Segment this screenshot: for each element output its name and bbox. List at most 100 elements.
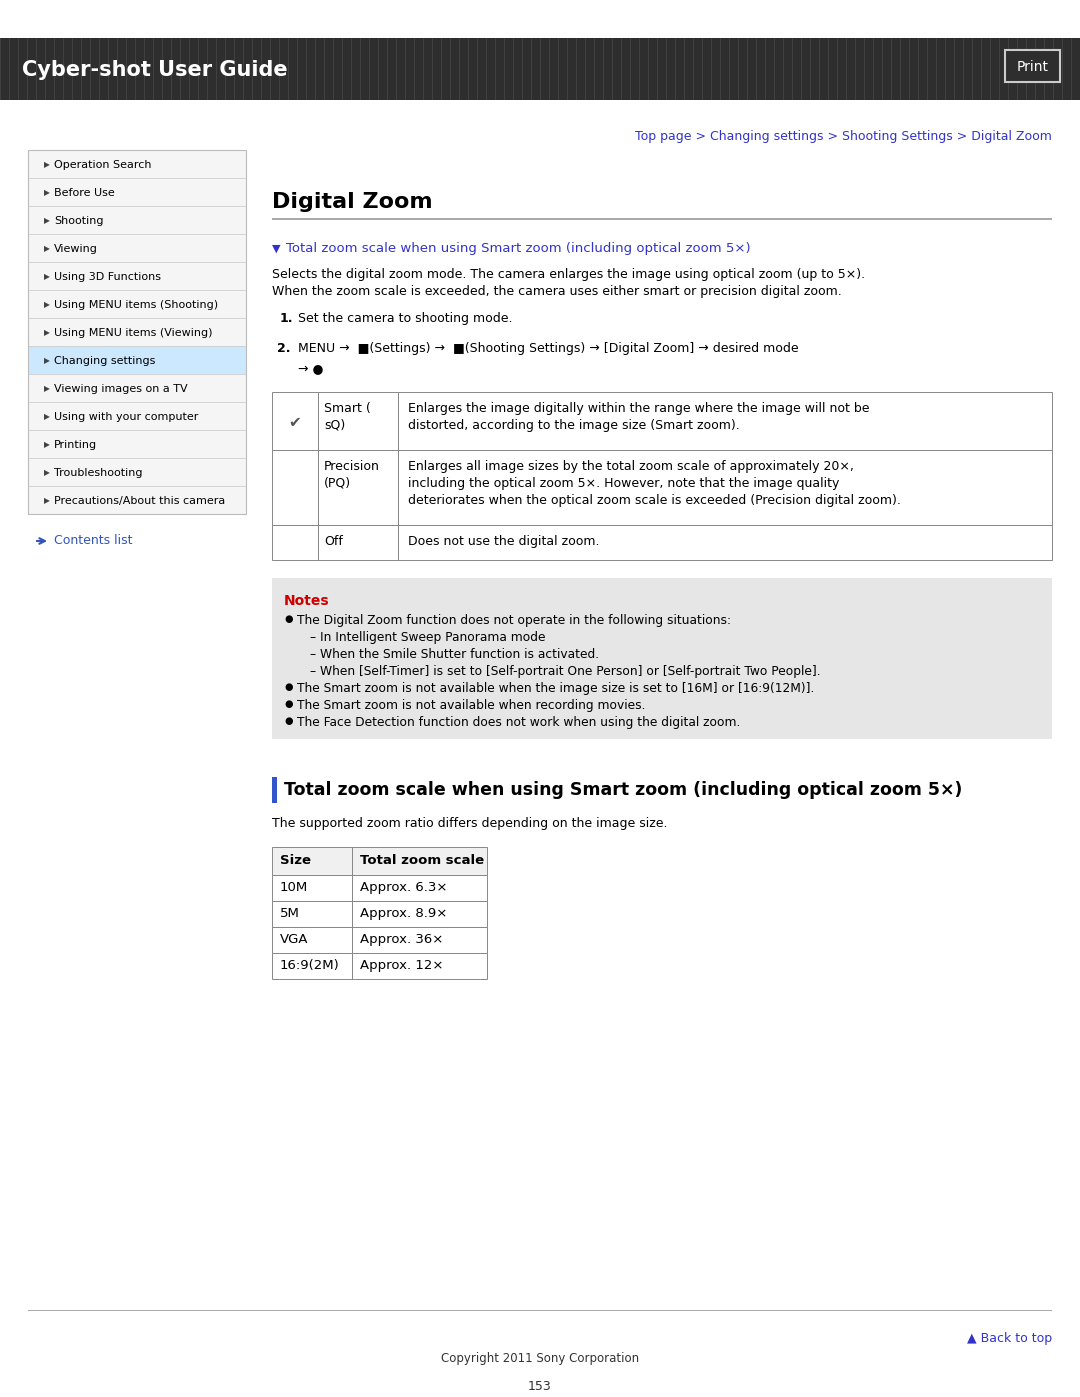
Text: ▶: ▶ — [44, 440, 50, 450]
Bar — [28, 177, 246, 205]
Text: ▼: ▼ — [272, 244, 281, 254]
Text: distorted, according to the image size (Smart zoom).: distorted, according to the image size (… — [408, 419, 740, 432]
Text: 153: 153 — [528, 1380, 552, 1393]
Text: 5M: 5M — [280, 907, 300, 921]
Text: Precautions/About this camera: Precautions/About this camera — [54, 496, 226, 506]
Text: Total zoom scale when using Smart zoom (including optical zoom 5×): Total zoom scale when using Smart zoom (… — [286, 242, 751, 256]
Text: Using MENU items (Shooting): Using MENU items (Shooting) — [54, 300, 218, 310]
Text: The Digital Zoom function does not operate in the following situations:: The Digital Zoom function does not opera… — [297, 615, 731, 627]
Text: Selects the digital zoom mode. The camera enlarges the image using optical zoom : Selects the digital zoom mode. The camer… — [272, 268, 865, 281]
Text: Enlarges all image sizes by the total zoom scale of approximately 20×,: Enlarges all image sizes by the total zo… — [408, 460, 854, 474]
Bar — [28, 430, 246, 458]
Text: ▶: ▶ — [44, 496, 50, 506]
Text: The Face Detection function does not work when using the digital zoom.: The Face Detection function does not wor… — [297, 717, 741, 729]
Text: The supported zoom ratio differs depending on the image size.: The supported zoom ratio differs dependi… — [272, 817, 667, 830]
Bar — [272, 218, 1052, 219]
Bar — [28, 319, 246, 346]
Text: Operation Search: Operation Search — [54, 161, 151, 170]
Bar — [28, 486, 246, 514]
Bar — [28, 263, 246, 291]
Text: 10M: 10M — [280, 882, 308, 894]
Text: Cyber-shot User Guide: Cyber-shot User Guide — [22, 60, 287, 80]
Text: Before Use: Before Use — [54, 189, 114, 198]
Text: Approx. 36×: Approx. 36× — [360, 933, 444, 946]
Text: Troubleshooting: Troubleshooting — [54, 468, 143, 478]
Text: ▶: ▶ — [44, 272, 50, 282]
Text: When the zoom scale is exceeded, the camera uses either smart or precision digit: When the zoom scale is exceeded, the cam… — [272, 285, 841, 298]
Text: ▶: ▶ — [44, 161, 50, 169]
Text: Precision: Precision — [324, 460, 380, 474]
Text: sQ): sQ) — [324, 418, 346, 432]
Text: MENU →  ■(Settings) →  ■(Shooting Settings) → [Digital Zoom] → desired mode: MENU → ■(Settings) → ■(Shooting Settings… — [298, 342, 798, 355]
Text: ✔: ✔ — [288, 415, 301, 429]
Text: ●: ● — [284, 698, 293, 710]
Bar — [28, 458, 246, 486]
Text: Total zoom scale when using Smart zoom (including optical zoom 5×): Total zoom scale when using Smart zoom (… — [284, 781, 962, 799]
Text: 16:9(2M): 16:9(2M) — [280, 958, 340, 972]
Bar — [272, 928, 487, 953]
Bar — [272, 393, 1052, 450]
Text: Using with your computer: Using with your computer — [54, 412, 199, 422]
Text: – When the Smile Shutter function is activated.: – When the Smile Shutter function is act… — [310, 648, 599, 661]
Bar — [0, 38, 1080, 101]
Bar — [272, 875, 487, 901]
Text: ▶: ▶ — [44, 244, 50, 253]
Text: – When [Self-Timer] is set to [Self-portrait One Person] or [Self-portrait Two P: – When [Self-Timer] is set to [Self-port… — [310, 665, 821, 678]
Bar — [28, 374, 246, 402]
Text: Off: Off — [324, 535, 342, 548]
Text: ▶: ▶ — [44, 189, 50, 197]
Text: ▶: ▶ — [44, 300, 50, 310]
Text: Copyright 2011 Sony Corporation: Copyright 2011 Sony Corporation — [441, 1352, 639, 1365]
Text: Printing: Printing — [54, 440, 97, 450]
Text: Top page > Changing settings > Shooting Settings > Digital Zoom: Top page > Changing settings > Shooting … — [635, 130, 1052, 142]
Text: The Smart zoom is not available when the image size is set to [16M] or [16:9(12M: The Smart zoom is not available when the… — [297, 682, 814, 694]
Text: Contents list: Contents list — [54, 535, 133, 548]
Bar — [28, 205, 246, 235]
Text: Using 3D Functions: Using 3D Functions — [54, 272, 161, 282]
Text: Using MENU items (Viewing): Using MENU items (Viewing) — [54, 328, 213, 338]
Text: Smart (: Smart ( — [324, 402, 370, 415]
Bar — [28, 291, 246, 319]
Text: Viewing: Viewing — [54, 244, 98, 254]
Text: The Smart zoom is not available when recording movies.: The Smart zoom is not available when rec… — [297, 698, 646, 712]
Text: ●: ● — [284, 615, 293, 624]
Text: deteriorates when the optical zoom scale is exceeded (Precision digital zoom).: deteriorates when the optical zoom scale… — [408, 495, 901, 507]
Text: Notes: Notes — [284, 594, 329, 608]
Bar — [28, 235, 246, 263]
Text: ▶: ▶ — [44, 356, 50, 366]
Text: (PQ): (PQ) — [324, 476, 351, 489]
Text: VGA: VGA — [280, 933, 309, 946]
Text: Approx. 6.3×: Approx. 6.3× — [360, 882, 447, 894]
Bar — [28, 402, 246, 430]
Text: including the optical zoom 5×. However, note that the image quality: including the optical zoom 5×. However, … — [408, 476, 839, 490]
Bar — [272, 450, 1052, 525]
Bar — [272, 953, 487, 979]
Text: ▶: ▶ — [44, 468, 50, 478]
Text: 2.: 2. — [276, 342, 291, 355]
Text: ▶: ▶ — [44, 384, 50, 394]
Bar — [28, 149, 246, 514]
Text: ●: ● — [284, 717, 293, 726]
Text: Total zoom scale: Total zoom scale — [360, 854, 484, 868]
Text: Shooting: Shooting — [54, 217, 104, 226]
Text: Enlarges the image digitally within the range where the image will not be: Enlarges the image digitally within the … — [408, 402, 869, 415]
Text: Size: Size — [280, 854, 311, 868]
Text: Changing settings: Changing settings — [54, 356, 156, 366]
Text: 1.: 1. — [280, 312, 294, 326]
Bar — [272, 777, 276, 803]
Text: ▶: ▶ — [44, 217, 50, 225]
Bar — [272, 847, 487, 875]
Text: ▲ Back to top: ▲ Back to top — [967, 1331, 1052, 1345]
Bar — [1005, 50, 1059, 82]
Text: – In Intelligent Sweep Panorama mode: – In Intelligent Sweep Panorama mode — [310, 631, 545, 644]
Text: ▶: ▶ — [44, 412, 50, 422]
Text: Does not use the digital zoom.: Does not use the digital zoom. — [408, 535, 599, 548]
Bar — [272, 578, 1052, 739]
Text: Print: Print — [1016, 60, 1049, 74]
Bar — [272, 901, 487, 928]
Text: Set the camera to shooting mode.: Set the camera to shooting mode. — [298, 312, 513, 326]
Text: Digital Zoom: Digital Zoom — [272, 191, 433, 212]
Text: Approx. 12×: Approx. 12× — [360, 958, 444, 972]
Text: → ●: → ● — [298, 362, 323, 374]
Bar — [28, 346, 246, 374]
